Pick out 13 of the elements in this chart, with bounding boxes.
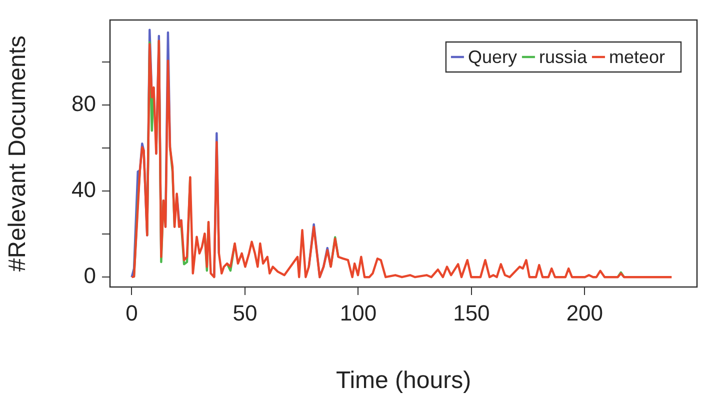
legend-label: russia xyxy=(538,46,588,67)
y-axis-title: #Relevant Documents xyxy=(4,35,32,272)
x-tick-label: 100 xyxy=(340,300,377,326)
legend-label: meteor xyxy=(608,46,666,67)
x-axis-title: Time (hours) xyxy=(336,367,472,394)
y-tick-label: 0 xyxy=(84,263,96,288)
legend-label: Query xyxy=(468,46,517,67)
x-tick-label: 50 xyxy=(232,300,258,326)
y-tick-label: 40 xyxy=(72,177,96,202)
x-tick-label: 150 xyxy=(453,300,490,326)
x-tick-label: 0 xyxy=(126,300,138,326)
y-tick-label: 80 xyxy=(72,90,96,116)
x-tick-label: 200 xyxy=(566,300,604,326)
